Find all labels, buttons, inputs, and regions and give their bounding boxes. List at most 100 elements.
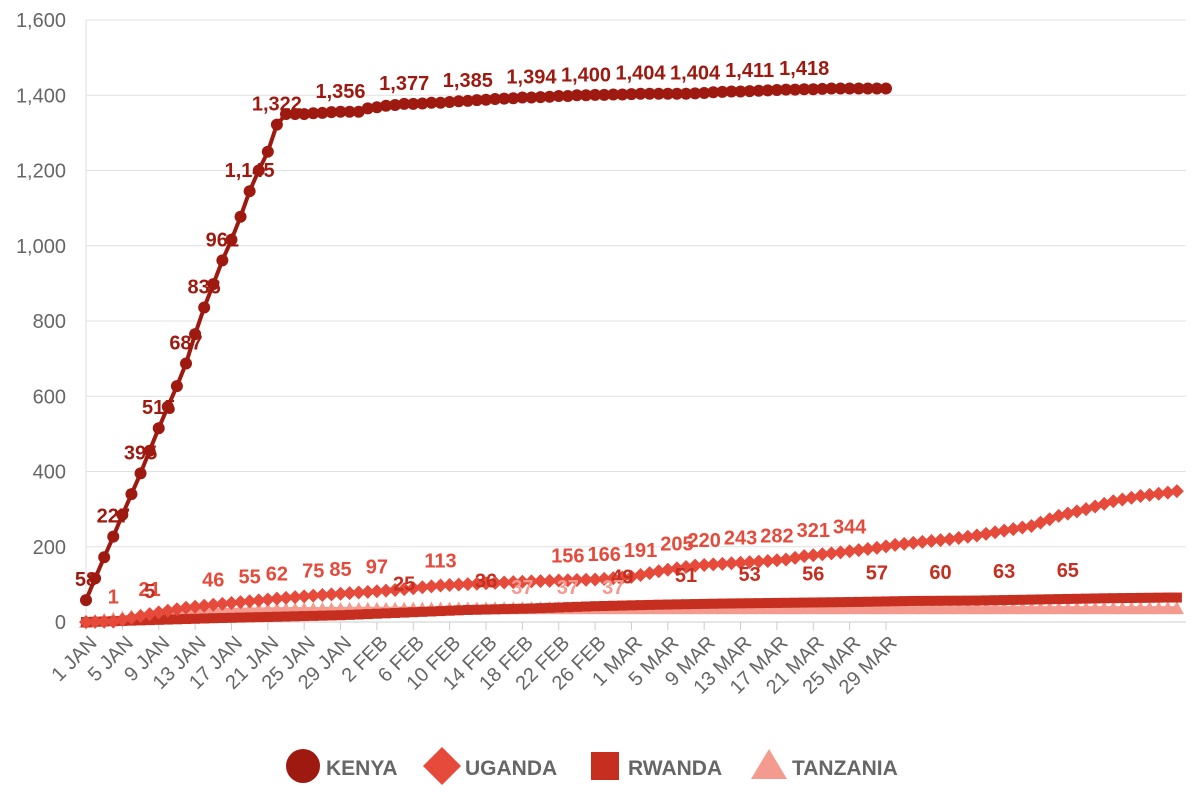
data-label: 687 — [169, 333, 202, 355]
data-point — [633, 567, 648, 582]
data-point — [251, 593, 266, 608]
data-point — [442, 578, 457, 593]
data-point — [234, 210, 247, 223]
legend-item-kenya[interactable]: KENYA — [286, 749, 398, 783]
data-point — [680, 87, 692, 100]
data-point — [869, 540, 884, 555]
data-point — [1108, 593, 1119, 604]
data-point — [1169, 484, 1184, 499]
data-point — [790, 597, 801, 608]
data-point — [416, 97, 429, 110]
data-point — [379, 583, 393, 598]
data-point — [262, 611, 273, 622]
data-point — [870, 82, 883, 95]
data-point — [298, 108, 311, 121]
data-point — [1006, 522, 1021, 537]
data-point — [381, 608, 391, 619]
data-point — [560, 573, 575, 588]
data-point — [915, 601, 930, 615]
data-point — [817, 597, 828, 608]
data-point — [197, 598, 212, 613]
data-point — [707, 86, 720, 99]
data-point — [624, 569, 639, 584]
data-point — [1115, 601, 1130, 615]
data-point — [269, 591, 284, 606]
data-point — [480, 93, 492, 106]
data-label: 21 — [139, 579, 161, 601]
data-point — [308, 610, 319, 621]
data-point — [162, 614, 173, 625]
data-point — [799, 597, 810, 608]
data-point — [781, 597, 791, 608]
data-point — [815, 601, 830, 615]
data-point — [1069, 601, 1084, 615]
data-point — [217, 613, 228, 624]
data-point — [960, 601, 975, 615]
y-tick-label: 1,000 — [16, 236, 66, 258]
data-point — [233, 595, 248, 610]
data-point — [652, 87, 665, 100]
data-point — [389, 99, 402, 112]
data-point — [553, 602, 564, 613]
data-point — [280, 108, 292, 121]
data-point — [180, 357, 192, 370]
data-point — [1097, 601, 1112, 615]
data-point — [1117, 593, 1128, 604]
data-point — [734, 85, 747, 98]
data-point — [807, 83, 820, 96]
data-label: 1,145 — [225, 160, 275, 182]
data-point — [871, 596, 882, 607]
data-point — [888, 537, 903, 552]
data-point — [1024, 601, 1039, 615]
data-point — [252, 164, 265, 177]
legend-item-uganda[interactable]: UGANDA — [423, 747, 557, 785]
data-point — [933, 533, 948, 548]
data-point — [833, 601, 848, 615]
data-point — [299, 611, 310, 622]
data-point — [581, 601, 591, 612]
data-point — [1079, 601, 1093, 615]
data-point — [753, 598, 764, 609]
y-tick-label: 600 — [33, 386, 66, 408]
data-point — [399, 607, 410, 618]
data-point — [1090, 593, 1101, 604]
data-point — [699, 598, 710, 609]
data-point — [251, 602, 266, 616]
data-point — [681, 599, 691, 610]
data-point — [771, 597, 782, 608]
data-point — [333, 586, 348, 601]
data-point — [499, 604, 510, 615]
data-point — [660, 562, 675, 577]
data-label: 65 — [1057, 560, 1079, 582]
data-point — [942, 601, 957, 615]
series-kenya — [80, 82, 892, 607]
data-point — [688, 558, 703, 573]
legend-triangle-marker — [751, 749, 787, 779]
data-point — [224, 595, 239, 610]
data-point — [290, 611, 301, 622]
data-point — [969, 528, 984, 543]
data-point — [1151, 601, 1166, 615]
data-point — [124, 610, 139, 625]
data-point — [515, 574, 530, 589]
data-point — [979, 601, 993, 615]
legend-item-rwanda[interactable]: RWANDA — [591, 752, 722, 780]
data-point — [626, 600, 637, 611]
data-point — [888, 601, 903, 615]
data-point — [507, 92, 520, 105]
data-point — [880, 82, 892, 95]
data-point — [207, 278, 220, 291]
data-point — [1081, 593, 1091, 604]
data-point — [524, 574, 539, 589]
data-point — [470, 94, 483, 107]
data-point — [671, 599, 682, 610]
data-point — [1062, 593, 1073, 604]
data-point — [325, 106, 338, 119]
data-point — [815, 547, 830, 562]
data-point — [406, 581, 421, 596]
data-label: 344 — [833, 516, 867, 538]
legend-item-tanzania[interactable]: TANZANIA — [751, 749, 898, 780]
data-point — [579, 572, 593, 587]
y-tick-label: 1,200 — [16, 161, 66, 183]
series-line-kenya — [84, 86, 886, 601]
